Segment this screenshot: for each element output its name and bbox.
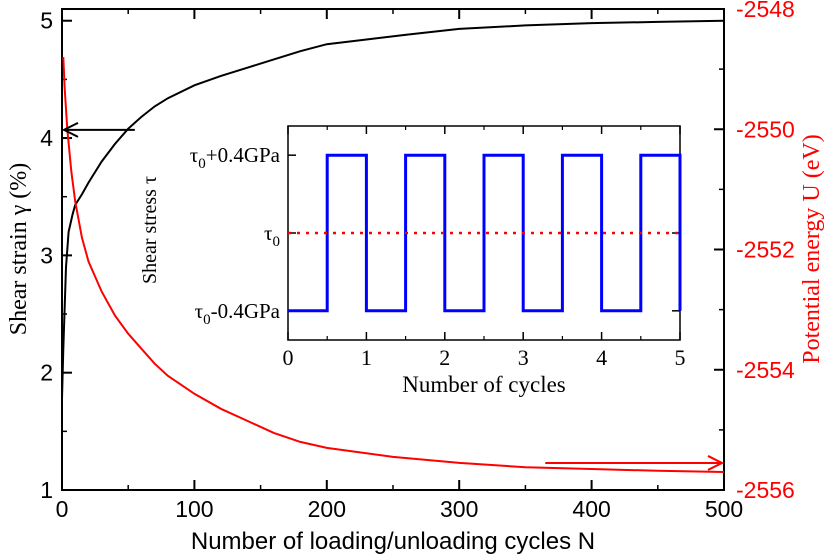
- x-tick-label: 0: [56, 496, 69, 522]
- x-tick-label: 100: [175, 496, 213, 522]
- y-tick-label: 2: [40, 360, 53, 386]
- inset-y-tick-label: τ0+0.4GPa: [190, 143, 281, 172]
- strain-series-line: [61, 19, 725, 399]
- y2-axis-title: Potential energy U (eV): [799, 134, 825, 364]
- inset-y-tick-base: τ: [264, 221, 272, 245]
- inset-x-tick-label: 1: [361, 345, 372, 370]
- inset-x-axis-title: Number of cycles: [402, 372, 566, 397]
- y2-tick-label: -2550: [736, 116, 795, 142]
- y2-tick-label: -2554: [736, 357, 795, 383]
- inset-x-tick-label: 0: [283, 345, 294, 370]
- inset-y-tick-sub: 0: [273, 234, 281, 250]
- inset-x-tick-label: 4: [596, 345, 607, 370]
- x-tick-label: 200: [308, 496, 346, 522]
- inset-x-tick-label: 2: [439, 345, 450, 370]
- y2-tick-label: -2548: [736, 0, 795, 22]
- inset-y-tick-base: τ: [190, 143, 198, 167]
- inset-y-tick-suffix: +0.4GPa: [206, 143, 281, 167]
- y-tick-label: 1: [40, 477, 53, 503]
- y-tick-label: 5: [40, 8, 53, 34]
- x-tick-label: 500: [705, 496, 743, 522]
- inset-y-axis-title: Shear stress τ: [139, 176, 161, 284]
- energy-arrow-head: [707, 455, 725, 471]
- y-axis-title: Shear strain γ (%): [6, 163, 32, 336]
- inset-stress-square-wave: [288, 153, 682, 313]
- inset-y-tick-label: τ0: [264, 221, 280, 250]
- inset-x-tick-label: 3: [518, 345, 529, 370]
- y-tick-label: 3: [40, 242, 53, 268]
- y2-tick-label: -2552: [736, 237, 795, 263]
- y-tick-label: 4: [40, 125, 53, 151]
- inset-y-tick-sub: 0: [198, 156, 206, 172]
- inset-y-tick-label: τ0-0.4GPa: [195, 299, 281, 328]
- inset-y-tick-base: τ: [195, 299, 203, 323]
- x-axis-title: Number of loading/unloading cycles N: [191, 528, 595, 555]
- energy-series-line: [62, 57, 725, 473]
- x-tick-label: 400: [572, 496, 610, 522]
- inset-y-tick-suffix: -0.4GPa: [211, 299, 281, 323]
- inset-x-tick-label: 5: [675, 345, 686, 370]
- strain-arrow-head: [61, 121, 79, 138]
- inset-y-tick-sub: 0: [203, 312, 211, 328]
- x-tick-label: 300: [440, 496, 478, 522]
- y2-tick-label: -2556: [736, 477, 795, 503]
